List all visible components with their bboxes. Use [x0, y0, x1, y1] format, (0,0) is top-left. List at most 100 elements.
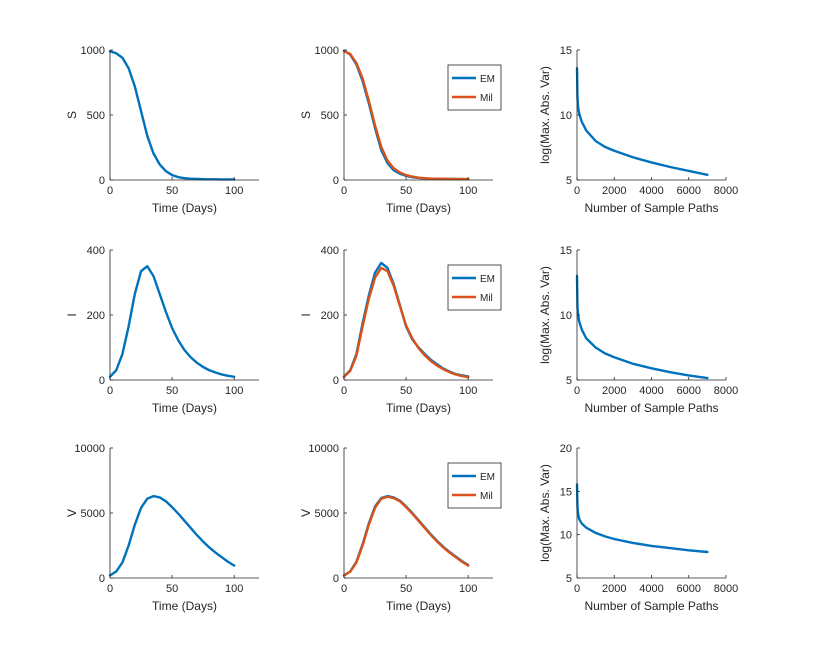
- x-tick-label: 2000: [602, 583, 626, 595]
- x-tick-label: 4000: [639, 385, 663, 397]
- y-tick-label: 1000: [315, 45, 339, 57]
- x-tick-label: 50: [400, 583, 412, 595]
- y-axis-label: log(Max. Abs. Var): [538, 66, 552, 164]
- y-tick-label: 0: [333, 175, 339, 187]
- x-tick-label: 0: [107, 385, 113, 397]
- x-tick-label: 6000: [677, 385, 701, 397]
- x-tick-label: 100: [225, 583, 243, 595]
- x-tick-label: 2000: [602, 385, 626, 397]
- y-tick-label: 5: [566, 375, 572, 387]
- x-tick-label: 100: [225, 185, 243, 197]
- y-tick-label: 5: [566, 175, 572, 187]
- x-tick-label: 0: [574, 583, 580, 595]
- x-axis-label: Time (Days): [152, 599, 217, 613]
- legend-label-mil: Mil: [480, 491, 493, 502]
- y-tick-label: 10: [560, 530, 572, 542]
- y-tick-label: 5000: [81, 508, 105, 520]
- y-tick-label: 5: [566, 573, 572, 585]
- y-tick-label: 10000: [308, 443, 339, 455]
- x-tick-label: 100: [225, 385, 243, 397]
- x-tick-label: 50: [400, 185, 412, 197]
- subplot-2-0: 0 50 100 0 5000 10000 Time (Days) V: [65, 443, 259, 613]
- y-axis-label: V: [299, 509, 313, 517]
- x-tick-label: 8000: [714, 583, 738, 595]
- series-line-v: [108, 494, 236, 577]
- series-line-mil: [342, 266, 470, 379]
- x-tick-label: 8000: [714, 385, 738, 397]
- series-line-i: [108, 265, 236, 378]
- y-axis-label: log(Max. Abs. Var): [538, 266, 552, 364]
- x-axis-label: Time (Days): [152, 401, 217, 415]
- y-axis-label: log(Max. Abs. Var): [538, 464, 552, 562]
- x-tick-label: 4000: [639, 583, 663, 595]
- series-line-log-max-abs-var: [575, 483, 709, 554]
- y-tick-label: 0: [99, 175, 105, 187]
- legend-label-mil: Mil: [480, 93, 493, 104]
- legend-box: [447, 64, 502, 111]
- y-tick-label: 0: [99, 375, 105, 387]
- x-tick-label: 50: [166, 185, 178, 197]
- x-axis-label: Time (Days): [152, 201, 217, 215]
- x-axis-label: Number of Sample Paths: [584, 401, 718, 415]
- x-tick-label: 8000: [714, 185, 738, 197]
- y-axis-label: S: [299, 111, 313, 119]
- y-tick-label: 15: [560, 45, 572, 57]
- y-tick-label: 500: [321, 110, 339, 122]
- x-axis-label: Time (Days): [386, 599, 451, 613]
- y-tick-label: 400: [87, 245, 105, 257]
- subplot-1-1: 0 50 100 0 200 400 Time (Days) I EM Mil: [299, 245, 502, 415]
- series-line-mil: [342, 495, 470, 577]
- x-tick-label: 50: [166, 583, 178, 595]
- y-tick-label: 15: [560, 245, 572, 257]
- y-tick-label: 20: [560, 443, 572, 455]
- y-axis-label: I: [299, 313, 313, 316]
- y-tick-label: 400: [321, 245, 339, 257]
- x-tick-label: 2000: [602, 185, 626, 197]
- x-tick-label: 50: [166, 385, 178, 397]
- y-tick-label: 10: [560, 110, 572, 122]
- series-line-s: [108, 50, 236, 181]
- x-axis-label: Time (Days): [386, 201, 451, 215]
- x-tick-label: 0: [574, 185, 580, 197]
- x-axis-label: Time (Days): [386, 401, 451, 415]
- x-axis-label: Number of Sample Paths: [584, 201, 718, 215]
- x-tick-label: 0: [341, 583, 347, 595]
- legend: EM Mil: [447, 462, 502, 509]
- x-tick-label: 6000: [677, 185, 701, 197]
- y-tick-label: 0: [99, 573, 105, 585]
- y-tick-label: 200: [87, 310, 105, 322]
- legend-label-em: EM: [480, 472, 495, 483]
- x-tick-label: 100: [459, 583, 477, 595]
- subplot-0-2: 0 2000 4000 6000 8000 5 10 15 Number of Sample P…: [538, 45, 738, 215]
- y-tick-label: 1000: [81, 45, 105, 57]
- x-tick-label: 0: [107, 583, 113, 595]
- subplot-2-1: 0 50 100 0 5000 10000 Time (Days) V EM Mil: [299, 443, 502, 613]
- x-tick-label: 0: [574, 385, 580, 397]
- legend-label-em: EM: [480, 74, 495, 85]
- x-tick-label: 0: [341, 385, 347, 397]
- x-axis-label: Number of Sample Paths: [584, 599, 718, 613]
- x-tick-label: 4000: [639, 185, 663, 197]
- y-tick-label: 10: [560, 310, 572, 322]
- y-tick-label: 500: [87, 110, 105, 122]
- y-axis-label: I: [65, 313, 79, 316]
- series-line-log-max-abs-var: [575, 274, 709, 380]
- y-tick-label: 5000: [315, 508, 339, 520]
- y-axis-label: V: [65, 509, 79, 517]
- legend-box: [447, 462, 502, 509]
- series-line-mil: [342, 50, 470, 181]
- legend: EM Mil: [447, 64, 502, 111]
- x-tick-label: 100: [459, 385, 477, 397]
- y-tick-label: 0: [333, 375, 339, 387]
- legend-label-em: EM: [480, 274, 495, 285]
- y-axis-label: S: [65, 111, 79, 119]
- y-tick-label: 0: [333, 573, 339, 585]
- x-tick-label: 50: [400, 385, 412, 397]
- legend-label-mil: Mil: [480, 293, 493, 304]
- x-tick-label: 6000: [677, 583, 701, 595]
- legend: EM Mil: [447, 264, 502, 311]
